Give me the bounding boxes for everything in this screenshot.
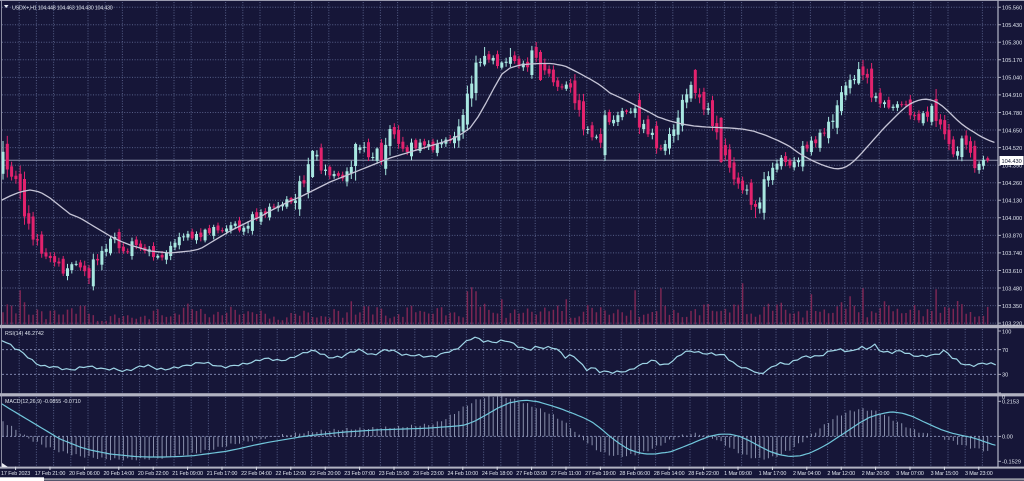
svg-text:104.780: 104.780 bbox=[1002, 111, 1022, 117]
svg-text:2 Mar 20:00: 2 Mar 20:00 bbox=[862, 471, 890, 477]
svg-text:27 Feb 03:00: 27 Feb 03:00 bbox=[516, 471, 547, 477]
svg-text:104.390: 104.390 bbox=[1002, 164, 1022, 170]
svg-text:27 Feb 19:00: 27 Feb 19:00 bbox=[585, 471, 616, 477]
svg-text:23 Feb 23:00: 23 Feb 23:00 bbox=[413, 471, 444, 477]
svg-text:20 Feb 22:00: 20 Feb 22:00 bbox=[138, 471, 169, 477]
svg-text:105.040: 105.040 bbox=[1002, 76, 1022, 82]
svg-text:22 Feb 04:00: 22 Feb 04:00 bbox=[241, 471, 272, 477]
svg-text:20 Feb 14:00: 20 Feb 14:00 bbox=[104, 471, 135, 477]
svg-text:104.430: 104.430 bbox=[1002, 159, 1022, 165]
svg-text:24 Feb 18:00: 24 Feb 18:00 bbox=[482, 471, 513, 477]
svg-text:20 Feb 06:00: 20 Feb 06:00 bbox=[69, 471, 100, 477]
svg-text:2 Mar 12:00: 2 Mar 12:00 bbox=[827, 471, 855, 477]
svg-text:105.170: 105.170 bbox=[1002, 58, 1022, 64]
svg-text:0.2153: 0.2153 bbox=[1002, 400, 1019, 406]
svg-text:105.560: 105.560 bbox=[1002, 6, 1022, 12]
svg-text:28 Feb 06:00: 28 Feb 06:00 bbox=[620, 471, 651, 477]
svg-text:103.480: 103.480 bbox=[1002, 286, 1022, 292]
svg-text:104.260: 104.260 bbox=[1002, 181, 1022, 187]
svg-text:104.130: 104.130 bbox=[1002, 199, 1022, 205]
svg-text:104.650: 104.650 bbox=[1002, 128, 1022, 134]
svg-text:0: 0 bbox=[1002, 395, 1005, 401]
svg-text:103.740: 103.740 bbox=[1002, 251, 1022, 257]
svg-text:21 Feb 09:00: 21 Feb 09:00 bbox=[172, 471, 203, 477]
svg-text:70: 70 bbox=[1002, 348, 1008, 354]
svg-text:103.610: 103.610 bbox=[1002, 269, 1022, 275]
svg-text:-0.1529: -0.1529 bbox=[1002, 460, 1021, 466]
svg-text:28 Feb 22:00: 28 Feb 22:00 bbox=[688, 471, 719, 477]
svg-text:24 Feb 10:00: 24 Feb 10:00 bbox=[448, 471, 479, 477]
svg-text:17 Feb 2023: 17 Feb 2023 bbox=[1, 471, 30, 477]
svg-text:0.00: 0.00 bbox=[1002, 435, 1013, 441]
svg-text:3 Mar 15:00: 3 Mar 15:00 bbox=[931, 471, 959, 477]
svg-text:23 Feb 15:00: 23 Feb 15:00 bbox=[379, 471, 410, 477]
svg-text:105.430: 105.430 bbox=[1002, 23, 1022, 29]
svg-text:3 Mar 07:00: 3 Mar 07:00 bbox=[896, 471, 924, 477]
svg-text:22 Feb 20:00: 22 Feb 20:00 bbox=[310, 471, 341, 477]
svg-text:22 Feb 12:00: 22 Feb 12:00 bbox=[276, 471, 307, 477]
svg-text:1 Mar 09:00: 1 Mar 09:00 bbox=[724, 471, 752, 477]
svg-text:104.520: 104.520 bbox=[1002, 146, 1022, 152]
svg-text:MACD(12,26,9) -0.0855 -0.0710: MACD(12,26,9) -0.0855 -0.0710 bbox=[5, 399, 81, 405]
svg-text:1 Mar 17:00: 1 Mar 17:00 bbox=[759, 471, 787, 477]
svg-text:104.000: 104.000 bbox=[1002, 216, 1022, 222]
svg-text:17 Feb 21:00: 17 Feb 21:00 bbox=[35, 471, 66, 477]
svg-text:103.870: 103.870 bbox=[1002, 234, 1022, 240]
svg-text:103.220: 103.220 bbox=[1002, 321, 1022, 327]
svg-text:27 Feb 11:00: 27 Feb 11:00 bbox=[551, 471, 581, 477]
svg-text:2 Mar 04:00: 2 Mar 04:00 bbox=[793, 471, 821, 477]
svg-text:RSI(14) 46.2742: RSI(14) 46.2742 bbox=[5, 331, 44, 337]
svg-text:105.300: 105.300 bbox=[1002, 41, 1022, 47]
svg-text:103.350: 103.350 bbox=[1002, 304, 1022, 310]
svg-text:21 Feb 17:00: 21 Feb 17:00 bbox=[207, 471, 238, 477]
svg-text:23 Feb 07:00: 23 Feb 07:00 bbox=[344, 471, 375, 477]
svg-text:3 Mar 23:00: 3 Mar 23:00 bbox=[965, 471, 993, 477]
svg-text:28 Feb 14:00: 28 Feb 14:00 bbox=[654, 471, 685, 477]
svg-text:100: 100 bbox=[1002, 329, 1011, 335]
svg-text:USDX+,H1 104.448 104.463 104.4: USDX+,H1 104.448 104.463 104.430 104.430 bbox=[12, 6, 113, 12]
svg-text:30: 30 bbox=[1002, 373, 1008, 379]
svg-text:104.910: 104.910 bbox=[1002, 93, 1022, 99]
